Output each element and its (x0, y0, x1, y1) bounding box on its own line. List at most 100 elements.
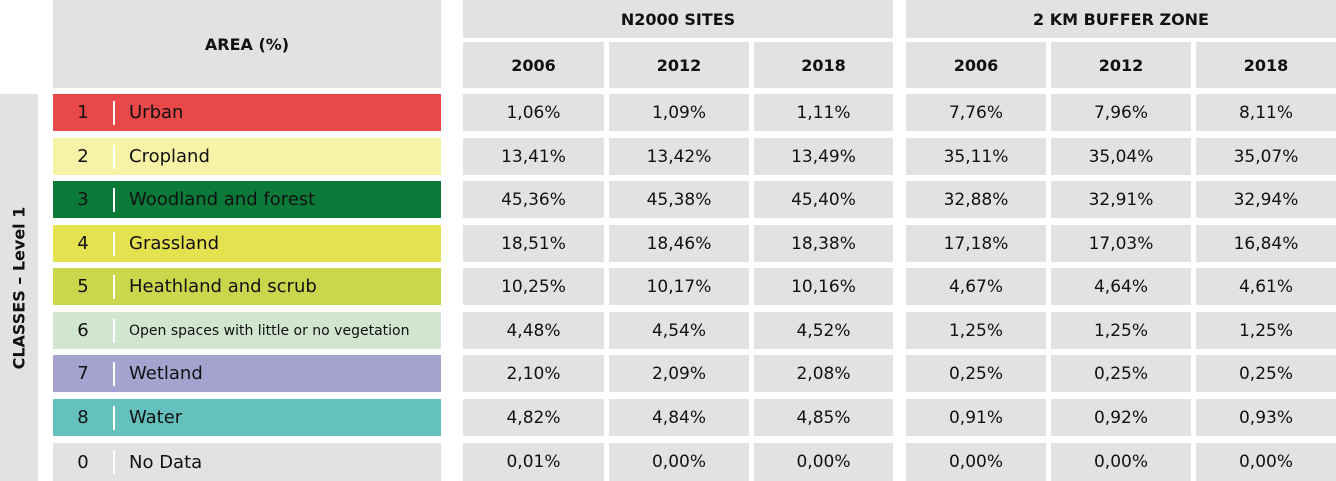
value-cell: 0,93% (1196, 399, 1336, 436)
value-cell: 35,11% (906, 138, 1046, 175)
value-cell: 0,01% (463, 443, 604, 481)
class-name: Water (129, 407, 183, 428)
value-cell: 1,25% (1051, 312, 1191, 349)
value-cell: 0,25% (1051, 355, 1191, 392)
class-label-cell: 6 Open spaces with little or no vegetatio… (53, 312, 441, 349)
value-cell: 13,42% (609, 138, 749, 175)
value-cell: 8,11% (1196, 94, 1336, 131)
value-cell: 0,00% (1051, 443, 1191, 481)
value-cell: 7,76% (906, 94, 1046, 131)
class-name: Heathland and scrub (129, 276, 317, 297)
value-cell: 4,54% (609, 312, 749, 349)
divider (113, 318, 115, 343)
class-code: 5 (77, 276, 89, 297)
divider (113, 361, 115, 386)
value-cell: 32,91% (1051, 181, 1191, 218)
divider (113, 274, 115, 299)
value-cell: 18,51% (463, 225, 604, 262)
class-label-cell: 8 Water (53, 399, 441, 436)
value-cell: 32,94% (1196, 181, 1336, 218)
class-code: 4 (77, 233, 89, 254)
divider (113, 187, 115, 212)
class-label-cell: 2 Cropland (53, 138, 441, 175)
class-name: Woodland and forest (129, 189, 316, 210)
value-cell: 45,40% (754, 181, 893, 218)
value-cell: 18,46% (609, 225, 749, 262)
class-label-cell: 1 Urban (53, 94, 441, 131)
side-label: CLASSES – Level 1 (0, 94, 38, 481)
class-name: Wetland (129, 363, 203, 384)
value-cell: 45,36% (463, 181, 604, 218)
year-header: 2006 (463, 42, 604, 88)
value-cell: 35,04% (1051, 138, 1191, 175)
value-cell: 4,64% (1051, 268, 1191, 305)
class-code: 1 (77, 102, 89, 123)
value-cell: 10,25% (463, 268, 604, 305)
year-header: 2012 (1051, 42, 1191, 88)
class-code: 3 (77, 189, 89, 210)
side-label-text: CLASSES – Level 1 (9, 206, 29, 369)
value-cell: 4,67% (906, 268, 1046, 305)
value-cell: 2,08% (754, 355, 893, 392)
group-header-n2000: N2000 SITES (463, 0, 893, 38)
value-cell: 32,88% (906, 181, 1046, 218)
class-name: No Data (129, 451, 203, 473)
value-cell: 1,09% (609, 94, 749, 131)
value-cell: 1,25% (1196, 312, 1336, 349)
value-cell: 13,41% (463, 138, 604, 175)
value-cell: 4,61% (1196, 268, 1336, 305)
value-cell: 0,00% (1196, 443, 1336, 481)
class-label-cell: 3 Woodland and forest (53, 181, 441, 218)
class-code: 6 (77, 320, 89, 341)
value-cell: 2,09% (609, 355, 749, 392)
class-name: Grassland (129, 233, 219, 254)
value-cell: 17,18% (906, 225, 1046, 262)
class-code: 7 (77, 363, 89, 384)
class-name: Cropland (129, 146, 210, 167)
year-header: 2018 (1196, 42, 1336, 88)
value-cell: 0,91% (906, 399, 1046, 436)
value-cell: 18,38% (754, 225, 893, 262)
value-cell: 4,82% (463, 399, 604, 436)
value-cell: 4,48% (463, 312, 604, 349)
class-code: 0 (77, 451, 89, 473)
value-cell: 7,96% (1051, 94, 1191, 131)
value-cell: 0,00% (609, 443, 749, 481)
group-header-buffer: 2 KM BUFFER ZONE (906, 0, 1336, 38)
value-cell: 17,03% (1051, 225, 1191, 262)
class-code: 2 (77, 146, 89, 167)
area-header: AREA (%) (53, 0, 441, 88)
value-cell: 1,11% (754, 94, 893, 131)
class-label-cell: 0 No Data (53, 443, 441, 481)
value-cell: 0,92% (1051, 399, 1191, 436)
value-cell: 35,07% (1196, 138, 1336, 175)
value-cell: 4,52% (754, 312, 893, 349)
divider (113, 100, 115, 125)
value-cell: 0,25% (1196, 355, 1336, 392)
year-header: 2018 (754, 42, 893, 88)
value-cell: 0,00% (906, 443, 1046, 481)
value-cell: 10,16% (754, 268, 893, 305)
year-header: 2006 (906, 42, 1046, 88)
value-cell: 0,00% (754, 443, 893, 481)
value-cell: 0,25% (906, 355, 1046, 392)
value-cell: 10,17% (609, 268, 749, 305)
divider (113, 405, 115, 430)
year-header: 2012 (609, 42, 749, 88)
divider (113, 450, 115, 474)
class-name: Urban (129, 102, 184, 123)
divider (113, 144, 115, 169)
value-cell: 13,49% (754, 138, 893, 175)
class-name: Open spaces with little or no vegetation (129, 322, 410, 339)
value-cell: 4,85% (754, 399, 893, 436)
divider (113, 231, 115, 256)
value-cell: 4,84% (609, 399, 749, 436)
value-cell: 1,06% (463, 94, 604, 131)
value-cell: 16,84% (1196, 225, 1336, 262)
value-cell: 2,10% (463, 355, 604, 392)
class-code: 8 (77, 407, 89, 428)
class-label-cell: 4 Grassland (53, 225, 441, 262)
class-label-cell: 7 Wetland (53, 355, 441, 392)
value-cell: 1,25% (906, 312, 1046, 349)
value-cell: 45,38% (609, 181, 749, 218)
